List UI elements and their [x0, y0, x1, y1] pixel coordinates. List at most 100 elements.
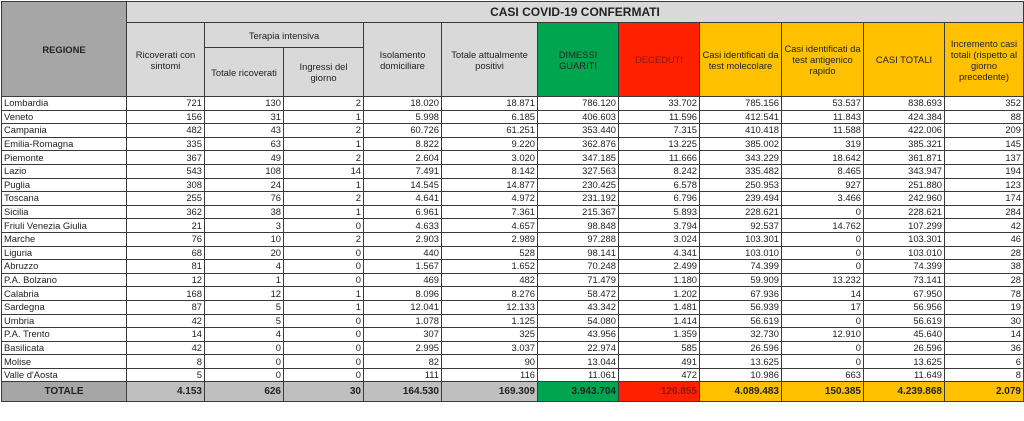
cell-value: 130 — [204, 96, 284, 111]
cell-value: 14 — [944, 327, 1024, 342]
cell-value: 1.652 — [441, 259, 538, 274]
cell-value: 2 — [283, 150, 364, 165]
cell-value: 36 — [944, 340, 1024, 356]
cell-value: 5 — [204, 299, 284, 315]
cell-value: 352 — [944, 96, 1024, 111]
cell-value: 11.649 — [863, 367, 945, 383]
cell-value: 18.642 — [781, 150, 864, 165]
cell-value: 239.494 — [699, 191, 782, 206]
cell-value: 367 — [126, 150, 205, 165]
header-dimessi: DIMESSI GUARITI — [537, 22, 619, 97]
total-value: 4.153 — [126, 381, 205, 403]
cell-value: 1.125 — [441, 313, 538, 329]
cell-value: 87 — [126, 299, 205, 315]
cell-value: 76 — [204, 191, 284, 206]
header-ricoverati: Ricoverati con sintomi — [126, 22, 205, 97]
header-incremento: Incremento casi totali (rispetto al gior… — [944, 22, 1024, 97]
cell-value: 8.096 — [363, 286, 442, 301]
cell-value: 174 — [944, 191, 1024, 206]
cell-value: 424.384 — [863, 109, 945, 125]
cell-value: 8.822 — [363, 136, 442, 152]
cell-value: 12.041 — [363, 299, 442, 315]
cell-value: 663 — [781, 367, 864, 383]
cell-value: 1 — [283, 177, 364, 193]
cell-value: 20 — [204, 245, 284, 261]
cell-value: 156 — [126, 109, 205, 125]
cell-value: 28 — [944, 272, 1024, 288]
cell-value: 17 — [781, 299, 864, 315]
cell-value: 327.563 — [537, 163, 619, 179]
cell-value: 31 — [204, 109, 284, 125]
cell-value: 2 — [283, 191, 364, 206]
table-row: Emilia-Romagna 335 63 1 8.822 9.220 362.876 13.… — [1, 136, 1024, 152]
cell-value: 68 — [126, 245, 205, 261]
cell-value: 111 — [363, 367, 442, 383]
cell-value: 543 — [126, 163, 205, 179]
table-row: Valle d'Aosta 5 0 0 111 116 11.061 472 10.986 663… — [1, 367, 1024, 383]
total-value: 3.943.704 — [537, 381, 619, 403]
cell-value: 4.633 — [363, 218, 442, 233]
cell-value: 13.625 — [863, 354, 945, 369]
cell-value: 3.466 — [781, 191, 864, 206]
cell-value: 97.288 — [537, 231, 619, 247]
cell-value: 5 — [204, 313, 284, 329]
cell-value: 412.541 — [699, 109, 782, 125]
cell-value: 319 — [781, 136, 864, 152]
header-molecolare: Casi identificati da test molecolare — [699, 22, 782, 97]
cell-value: 2 — [283, 231, 364, 247]
table-row: Molise 8 0 0 82 90 13.044 491 13.625 0 13.625 6 — [1, 354, 1024, 369]
cell-value: 1.202 — [618, 286, 700, 301]
cell-value: 215.367 — [537, 204, 619, 220]
cell-value: 2 — [283, 123, 364, 138]
cell-value: 786.120 — [537, 96, 619, 111]
cell-value: 8.242 — [618, 163, 700, 179]
cell-value: 13.232 — [781, 272, 864, 288]
region-name: Basilicata — [1, 340, 127, 356]
cell-value: 98.141 — [537, 245, 619, 261]
region-name: Liguria — [1, 245, 127, 261]
cell-value: 6 — [944, 354, 1024, 369]
cell-value: 251.880 — [863, 177, 945, 193]
cell-value: 46 — [944, 231, 1024, 247]
total-value: 4.239.868 — [863, 381, 945, 403]
cell-value: 49 — [204, 150, 284, 165]
cell-value: 0 — [204, 367, 284, 383]
cell-value: 53.537 — [781, 96, 864, 111]
cell-value: 103.301 — [699, 231, 782, 247]
cell-value: 6.796 — [618, 191, 700, 206]
table-row: Veneto 156 31 1 5.998 6.185 406.603 11.596 412.5… — [1, 109, 1024, 125]
cell-value: 472 — [618, 367, 700, 383]
cell-value: 385.321 — [863, 136, 945, 152]
cell-value: 4 — [204, 259, 284, 274]
header-antigenico: Casi identificati da test antigenico rap… — [781, 22, 864, 97]
region-name: Lazio — [1, 163, 127, 179]
cell-value: 24 — [204, 177, 284, 193]
table-row: Umbria 42 5 0 1.078 1.125 54.080 1.414 56.619 0 56… — [1, 313, 1024, 329]
header-isolamento: Isolamento domiciliare — [363, 22, 442, 97]
region-name: Sardegna — [1, 299, 127, 315]
cell-value: 469 — [363, 272, 442, 288]
cell-value: 123 — [944, 177, 1024, 193]
cell-value: 347.185 — [537, 150, 619, 165]
cell-value: 0 — [781, 245, 864, 261]
region-name: Molise — [1, 354, 127, 369]
cell-value: 0 — [781, 259, 864, 274]
table-row: Calabria 168 12 1 8.096 8.276 58.472 1.202 67.93… — [1, 286, 1024, 301]
table-row: Sardegna 87 5 1 12.041 12.133 43.342 1.481 56.93… — [1, 299, 1024, 315]
cell-value: 5.893 — [618, 204, 700, 220]
cell-value: 103.301 — [863, 231, 945, 247]
cell-value: 5.998 — [363, 109, 442, 125]
cell-value: 92.537 — [699, 218, 782, 233]
cell-value: 0 — [283, 327, 364, 342]
cell-value: 2.989 — [441, 231, 538, 247]
cell-value: 353.440 — [537, 123, 619, 138]
region-name: Sicilia — [1, 204, 127, 220]
cell-value: 0 — [781, 204, 864, 220]
cell-value: 67.950 — [863, 286, 945, 301]
cell-value: 0 — [781, 313, 864, 329]
cell-value: 56.619 — [863, 313, 945, 329]
cell-value: 3.794 — [618, 218, 700, 233]
table-row: Abruzzo 81 4 0 1.567 1.652 70.248 2.499 74.399 0 7… — [1, 259, 1024, 274]
cell-value: 63 — [204, 136, 284, 152]
cell-value: 18.871 — [441, 96, 538, 111]
